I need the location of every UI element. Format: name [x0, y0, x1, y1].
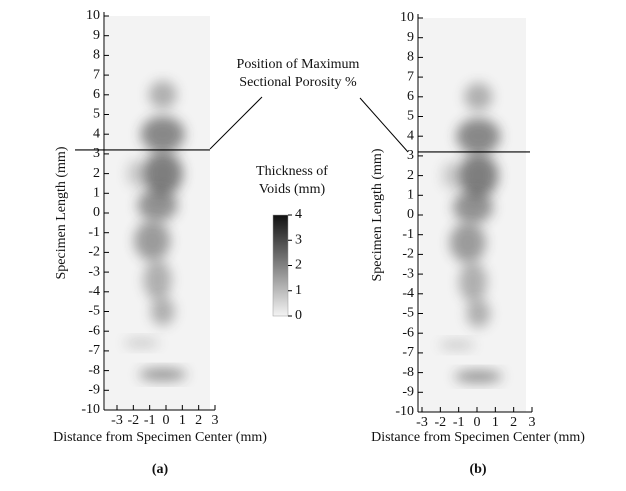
colorbar-tick-label: 4: [295, 207, 302, 222]
x-axis-label: Distance from Specimen Center (mm): [53, 430, 267, 445]
void-density: [143, 259, 172, 300]
y-axis-label: Specimen Length (mm): [370, 148, 385, 281]
x-tick-label: 3: [212, 413, 219, 428]
y-tick-label: -8: [88, 363, 100, 378]
void-density: [456, 118, 501, 155]
x-tick-label: 2: [195, 413, 202, 428]
panel-label: (a): [152, 462, 169, 477]
annotation: Position of Maximum: [237, 57, 360, 72]
y-tick-label: 0: [93, 205, 100, 220]
leader-line: [209, 96, 263, 150]
y-tick-label: -5: [402, 306, 414, 321]
void-density: [123, 338, 160, 349]
void-density: [458, 153, 499, 198]
y-tick-label: 4: [407, 128, 414, 143]
y-tick-label: -2: [88, 245, 100, 260]
void-density: [454, 370, 503, 383]
x-tick-label: 1: [179, 413, 186, 428]
void-density: [464, 82, 493, 111]
void-density: [150, 297, 175, 326]
y-tick-label: 7: [407, 69, 414, 84]
void-density: [453, 191, 493, 224]
y-tick-label: 9: [93, 28, 100, 43]
void-density: [126, 159, 147, 188]
y-tick-label: -1: [402, 227, 414, 242]
y-tick-label: -4: [88, 284, 100, 299]
y-tick-label: 7: [93, 67, 100, 82]
x-tick-label: 1: [492, 415, 499, 430]
x-tick-label: 3: [529, 415, 536, 430]
colorbar-tick-label: 2: [295, 258, 302, 273]
y-tick-label: 6: [93, 87, 100, 102]
x-tick-label: -3: [111, 413, 123, 428]
x-tick-label: -2: [127, 413, 139, 428]
y-tick-label: -10: [395, 404, 414, 419]
y-tick-label: -3: [88, 264, 100, 279]
y-tick-label: 8: [407, 50, 414, 65]
x-tick-label: 0: [163, 413, 170, 428]
y-tick-label: -6: [88, 323, 100, 338]
y-axis-label: Specimen Length (mm): [54, 146, 69, 279]
x-axis-label: Distance from Specimen Center (mm): [371, 430, 585, 445]
y-tick-label: 1: [407, 188, 414, 203]
colorbar-tick-label: 1: [295, 283, 302, 298]
y-tick-label: 5: [93, 107, 100, 122]
y-tick-label: 5: [407, 109, 414, 124]
y-tick-label: -10: [81, 402, 100, 417]
y-tick-label: -9: [88, 383, 100, 398]
y-tick-label: 0: [407, 207, 414, 222]
void-density: [138, 368, 187, 381]
y-tick-label: 10: [400, 10, 414, 25]
void-density: [459, 261, 487, 302]
colorbar-tick-label: 3: [295, 232, 302, 247]
y-tick-label: -2: [402, 247, 414, 262]
y-tick-label: -9: [402, 385, 414, 400]
void-density: [441, 161, 462, 190]
leader-line: [359, 97, 409, 153]
void-density: [439, 340, 476, 351]
y-tick-label: 2: [93, 166, 100, 181]
y-tick-label: -1: [88, 225, 100, 240]
annotation: Sectional Porosity %: [239, 75, 357, 90]
void-density: [148, 80, 177, 109]
y-tick-label: -8: [402, 365, 414, 380]
y-tick-label: 9: [407, 30, 414, 45]
x-tick-label: 0: [474, 415, 481, 430]
y-tick-label: 8: [93, 48, 100, 63]
void-density: [137, 189, 178, 222]
x-tick-label: -1: [453, 415, 465, 430]
y-tick-label: -3: [402, 266, 414, 281]
void-density: [140, 116, 185, 153]
y-tick-label: -7: [88, 343, 100, 358]
colorbar: [272, 214, 289, 317]
y-tick-label: 2: [407, 168, 414, 183]
x-tick-label: -2: [434, 415, 446, 430]
colorbar-title: Voids (mm): [259, 182, 326, 197]
y-tick-label: -5: [88, 304, 100, 319]
y-tick-label: -7: [402, 345, 414, 360]
y-tick-label: -4: [402, 286, 414, 301]
void-density: [449, 222, 486, 263]
x-tick-label: -3: [416, 415, 428, 430]
panel-label: (b): [469, 462, 486, 477]
x-tick-label: 2: [510, 415, 517, 430]
y-tick-label: 3: [407, 148, 414, 163]
y-tick-label: 3: [93, 146, 100, 161]
void-density: [142, 151, 183, 196]
y-tick-label: 1: [93, 186, 100, 201]
x-tick-label: -1: [144, 413, 156, 428]
y-tick-label: 4: [93, 126, 100, 141]
void-density: [466, 299, 491, 328]
y-tick-label: -6: [402, 325, 414, 340]
y-tick-label: 6: [407, 89, 414, 104]
colorbar-tick-label: 0: [295, 308, 302, 323]
colorbar-title: Thickness of: [256, 164, 328, 179]
void-density: [134, 220, 171, 261]
y-tick-label: 10: [86, 8, 100, 23]
